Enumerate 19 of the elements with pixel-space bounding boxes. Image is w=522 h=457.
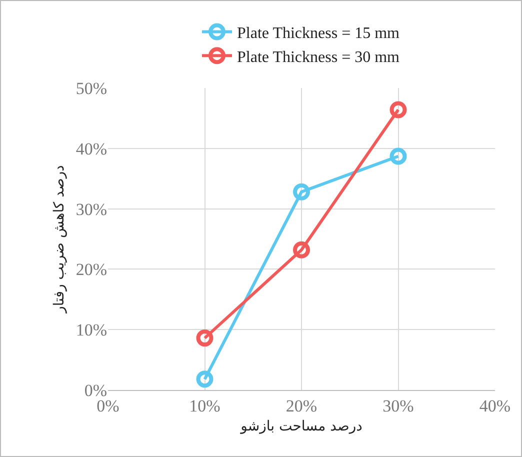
point: [390, 148, 407, 165]
point: [196, 330, 214, 347]
legend-label: Plate Thickness = 15 mm: [237, 25, 400, 42]
y-tick-label: 40%: [76, 139, 107, 158]
x-tick-label: 10%: [189, 396, 220, 416]
point: [293, 183, 310, 200]
point: [293, 241, 310, 258]
x-tick-label: 40%: [479, 396, 511, 416]
legend-label: Plate Thickness = 30 mm: [237, 48, 400, 66]
y-axis-title: درصد کاهش ضریب رفتار: [51, 165, 68, 314]
x-tick-label: 20%: [286, 396, 318, 416]
y-tick-label: 10%: [76, 320, 107, 340]
x-axis-title: درصد مساحت بازشو: [240, 418, 362, 435]
point: [390, 101, 407, 118]
y-tick-label: 50%: [76, 78, 107, 98]
y-tick-label: 20%: [76, 260, 107, 280]
x-tick-label: 30%: [382, 396, 414, 416]
y-tick-label: 30%: [76, 200, 107, 219]
point: [196, 370, 214, 388]
